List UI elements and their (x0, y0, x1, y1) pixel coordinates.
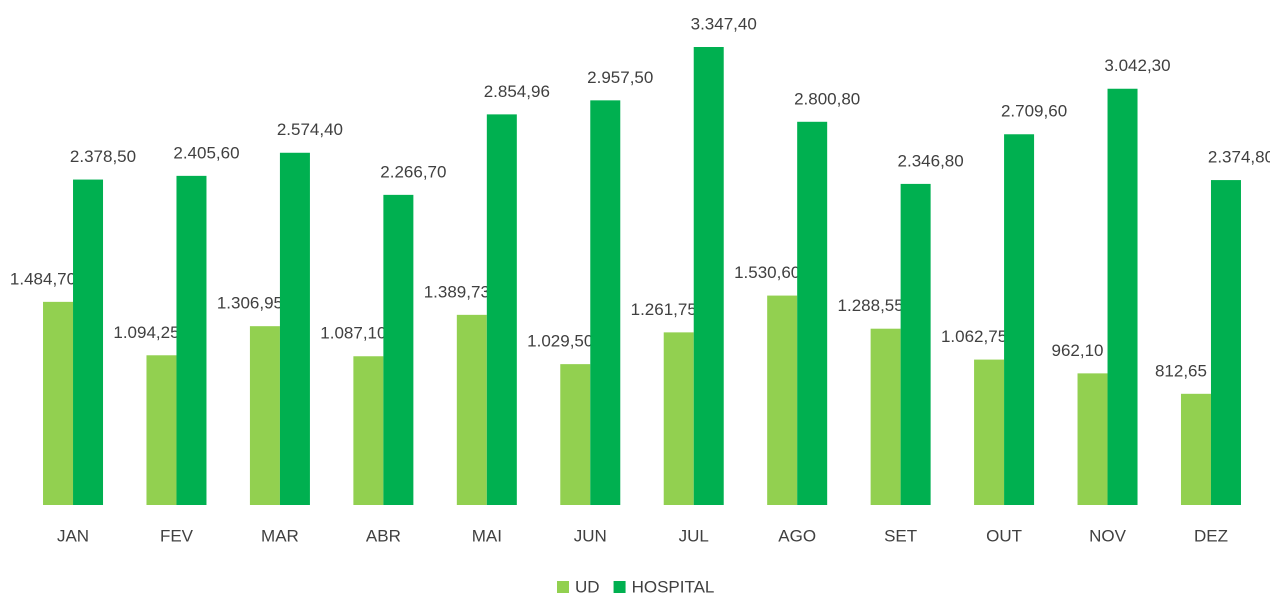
bar (560, 364, 591, 505)
x-tick-label: JAN (57, 526, 89, 545)
value-label: 2.574,40 (277, 120, 343, 139)
bar (249, 326, 280, 505)
x-tick-label: MAR (261, 526, 299, 545)
value-label: 2.266,70 (380, 162, 446, 181)
value-label: 2.346,80 (898, 151, 964, 170)
bar (43, 301, 74, 505)
bar (1210, 180, 1241, 505)
value-label: 3.347,40 (691, 14, 757, 33)
bar (383, 194, 414, 505)
bar (146, 355, 177, 505)
bar (663, 332, 694, 505)
x-tick-label: OUT (986, 526, 1022, 545)
bar (797, 121, 828, 506)
value-label: 1.087,10 (320, 324, 386, 343)
value-label: 2.374,80 (1208, 148, 1270, 167)
value-label: 1.261,75 (631, 300, 697, 319)
x-tick-label: JUN (574, 526, 607, 545)
value-label: 2.800,80 (794, 89, 860, 108)
value-label: 1.306,95 (217, 294, 283, 313)
value-label: 812,65 (1155, 361, 1207, 380)
legend-label: UD (575, 577, 600, 596)
legend-swatch (613, 581, 626, 593)
x-tick-label: AGO (778, 526, 816, 545)
value-label: 962,10 (1052, 341, 1104, 360)
bar (73, 179, 104, 505)
bar (900, 183, 931, 505)
value-label: 2.854,96 (484, 82, 550, 101)
value-label: 1.530,60 (734, 263, 800, 282)
x-tick-label: NOV (1089, 526, 1127, 545)
bar (456, 314, 487, 505)
value-label: 2.378,50 (70, 147, 136, 166)
x-tick-label: SET (884, 526, 917, 545)
bar (870, 328, 901, 505)
value-label: 1.029,50 (527, 332, 593, 351)
bar (486, 114, 517, 505)
value-label: 2.405,60 (173, 143, 239, 162)
bar (176, 175, 207, 505)
bar (693, 47, 724, 505)
value-label: 1.484,70 (10, 269, 76, 288)
legend-swatch (557, 581, 569, 593)
bar (1107, 88, 1138, 506)
bar (974, 359, 1005, 505)
bar (1180, 393, 1211, 505)
value-label: 1.288,55 (838, 296, 904, 315)
value-label: 1.062,75 (941, 327, 1007, 346)
bar (1077, 373, 1108, 505)
bar (279, 152, 310, 506)
x-tick-label: FEV (160, 526, 194, 545)
value-label: 2.709,60 (1001, 102, 1067, 121)
value-label: 2.957,50 (587, 68, 653, 87)
x-tick-label: MAI (472, 526, 502, 545)
x-tick-label: DEZ (1194, 526, 1228, 545)
value-label: 3.042,30 (1104, 56, 1170, 75)
bar (590, 100, 621, 505)
value-label: 1.094,25 (113, 323, 179, 342)
bar (1004, 134, 1035, 506)
value-label: 1.389,73 (424, 282, 490, 301)
x-tick-label: JUL (679, 526, 709, 545)
legend-label: HOSPITAL (632, 577, 715, 596)
bar (767, 295, 798, 505)
x-tick-label: ABR (366, 526, 401, 545)
bar (353, 356, 384, 505)
